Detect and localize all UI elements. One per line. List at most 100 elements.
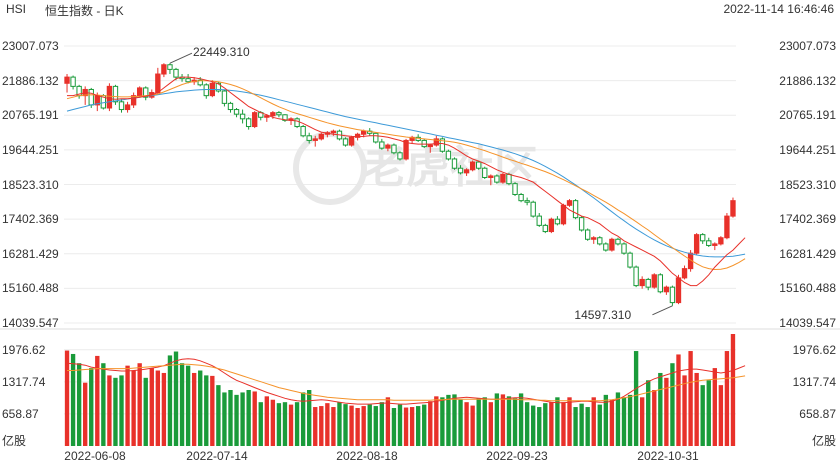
candle-body	[112, 85, 119, 103]
volume-tick-right: 1976.62	[792, 342, 836, 357]
volume-bar	[579, 403, 584, 446]
volume-bar	[415, 406, 421, 446]
candle-body	[578, 217, 585, 231]
annotation-lines	[169, 52, 673, 316]
candle-body	[64, 76, 70, 84]
volume-bar	[161, 372, 167, 446]
volume-bar	[470, 405, 475, 446]
volume-bar	[670, 363, 675, 446]
candle-body	[276, 112, 282, 116]
candle-body	[155, 73, 161, 94]
price-tick-left: 17402.369	[2, 212, 59, 227]
volume-bar	[131, 370, 136, 446]
candle-body	[482, 167, 488, 178]
candle-body	[548, 218, 555, 233]
candle-body	[403, 139, 409, 160]
volume-bar	[506, 396, 512, 446]
price-ma-line-ma3	[66, 89, 746, 258]
low-pointer	[652, 305, 673, 316]
price-tick-left: 15160.488	[2, 281, 59, 296]
volume-bar	[349, 405, 354, 446]
candle-body	[506, 173, 512, 185]
candle-body	[397, 152, 403, 160]
volume-bar	[500, 394, 506, 446]
x-tick-label: 2022-10-31	[637, 449, 699, 463]
volume-bar	[688, 351, 693, 446]
volume-bar	[76, 363, 82, 446]
x-tick-label: 2022-07-14	[186, 449, 248, 463]
volume-bar	[143, 377, 148, 446]
volume-bar	[712, 368, 717, 446]
volume-bar	[476, 398, 481, 446]
candle-body	[167, 64, 173, 70]
candle-body	[143, 87, 149, 98]
candle-body	[233, 109, 240, 115]
price-tick-left: 18523.310	[2, 177, 59, 192]
candle-body	[282, 114, 288, 121]
candle-body	[264, 115, 270, 118]
candle-body	[427, 144, 433, 148]
volume-bar	[639, 397, 645, 446]
volume-bar	[173, 351, 179, 446]
candle-body	[342, 138, 349, 146]
volume-bar	[137, 363, 142, 446]
candle-body	[161, 64, 167, 75]
x-tick-label: 2022-09-23	[486, 449, 548, 463]
volume-bar	[101, 363, 106, 446]
volume-bar	[646, 380, 651, 446]
candle-body	[724, 215, 730, 239]
volume-bar	[603, 394, 609, 446]
price-tick-left: 19644.251	[2, 142, 59, 157]
volume-bar	[718, 385, 724, 446]
volume-bar	[664, 377, 669, 446]
candle-body	[227, 102, 234, 111]
volume-bar	[446, 394, 451, 446]
candle-body	[300, 126, 306, 137]
candle-body	[566, 200, 573, 206]
volume-bar	[319, 406, 324, 446]
high-pointer	[169, 52, 193, 64]
candle-body	[494, 175, 500, 183]
candle-body	[433, 138, 440, 146]
candle-body	[203, 84, 209, 97]
timestamp: 2022-11-14 16:46:46	[723, 2, 834, 16]
volume-bar	[113, 377, 118, 446]
volume-bar	[615, 392, 621, 446]
price-tick-left: 21886.132	[2, 73, 59, 88]
volume-bar	[107, 375, 112, 446]
volume-bar	[379, 402, 385, 446]
volume-bar	[89, 368, 94, 446]
candle-body	[518, 193, 524, 202]
volume-bars	[64, 334, 736, 446]
candle-body	[451, 158, 458, 169]
volume-bar	[694, 372, 699, 446]
candles	[64, 63, 736, 306]
volume-bar	[597, 404, 602, 446]
volume-bar	[561, 402, 566, 446]
volume-bar	[270, 399, 276, 446]
candle-body	[597, 237, 603, 245]
volume-unit-left: 亿股	[2, 434, 27, 448]
volume-bar	[258, 402, 263, 446]
candle-body	[330, 130, 337, 134]
volume-bar	[361, 406, 366, 446]
candle-body	[463, 169, 470, 174]
volume-bar	[222, 392, 227, 446]
volume-bar	[294, 402, 300, 446]
candle-body	[306, 135, 312, 141]
volume-bar	[482, 397, 487, 446]
volume-bar	[228, 390, 233, 446]
candle-body	[542, 224, 548, 233]
volume-bar	[325, 403, 330, 446]
candle-body	[421, 139, 427, 148]
candle-body	[639, 278, 645, 287]
volume-bar	[397, 404, 403, 446]
volume-bar	[409, 407, 415, 446]
candle-body	[476, 161, 482, 169]
price-tick-left: 20765.191	[2, 108, 59, 123]
volume-bar	[573, 407, 578, 446]
volume-bar	[307, 390, 312, 446]
volume-bar	[488, 402, 493, 446]
volume-bar	[591, 397, 596, 446]
volume-bar	[331, 407, 336, 446]
